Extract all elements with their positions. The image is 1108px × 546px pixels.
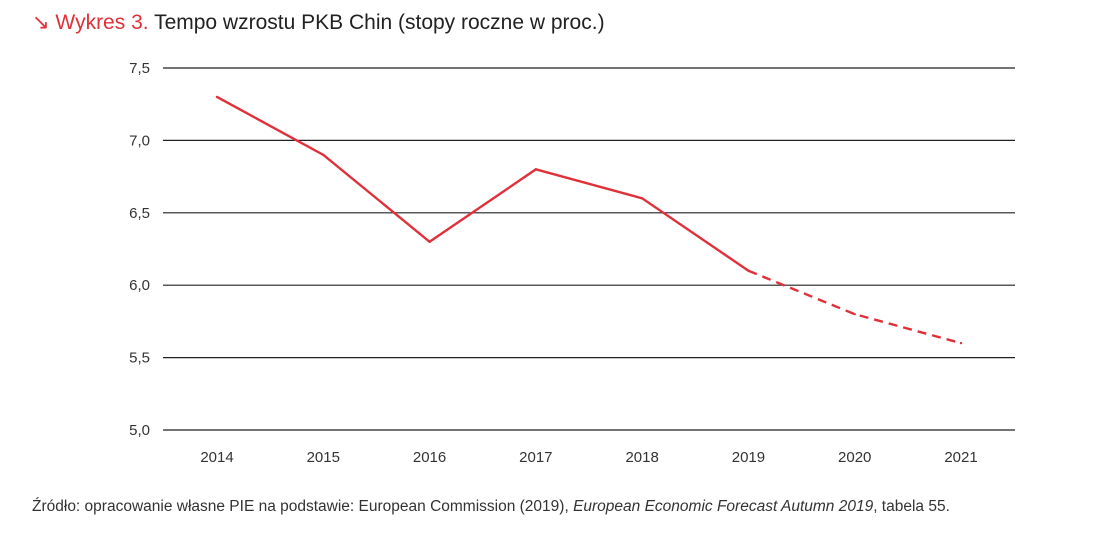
y-tick-label: 7,5 <box>129 60 150 77</box>
series-line-forecast <box>747 269 962 345</box>
x-tick-label: 2016 <box>413 449 446 466</box>
y-tick-label: 5,5 <box>129 350 150 367</box>
chart-title-text: Tempo wzrostu PKB Chin (stopy roczne w p… <box>154 11 605 34</box>
source-prefix: Źródło: opracowanie własne PIE na podsta… <box>32 498 574 515</box>
source-title: European Economic Forecast Autumn 2019 <box>573 498 874 515</box>
x-tick-label: 2020 <box>838 449 871 466</box>
chart-number: ↘ Wykres 3. <box>32 11 149 34</box>
y-tick-label: 6,5 <box>129 205 150 222</box>
y-tick-label: 6,0 <box>129 277 150 294</box>
series-line-actual <box>216 95 750 272</box>
data-point <box>215 95 219 99</box>
source-suffix: , tabela 55. <box>873 498 950 515</box>
data-point <box>640 197 644 200</box>
data-point <box>428 240 431 243</box>
data-point <box>959 341 963 345</box>
x-tick-label: 2015 <box>307 449 340 466</box>
x-tick-label: 2017 <box>519 449 552 466</box>
y-tick-label: 7,0 <box>129 132 150 149</box>
x-tick-label: 2021 <box>944 449 977 466</box>
x-tick-label: 2019 <box>732 449 765 466</box>
source-note: Źródło: opracowanie własne PIE na podsta… <box>32 498 950 516</box>
data-point <box>853 312 856 316</box>
data-point <box>534 168 538 171</box>
data-point <box>322 153 325 157</box>
data-point <box>747 269 750 272</box>
y-tick-label: 5,0 <box>129 422 150 439</box>
chart-title: ↘ Wykres 3. Tempo wzrostu PKB Chin (stop… <box>32 10 605 35</box>
x-tick-label: 2018 <box>625 449 658 466</box>
x-tick-label: 2014 <box>200 449 233 466</box>
